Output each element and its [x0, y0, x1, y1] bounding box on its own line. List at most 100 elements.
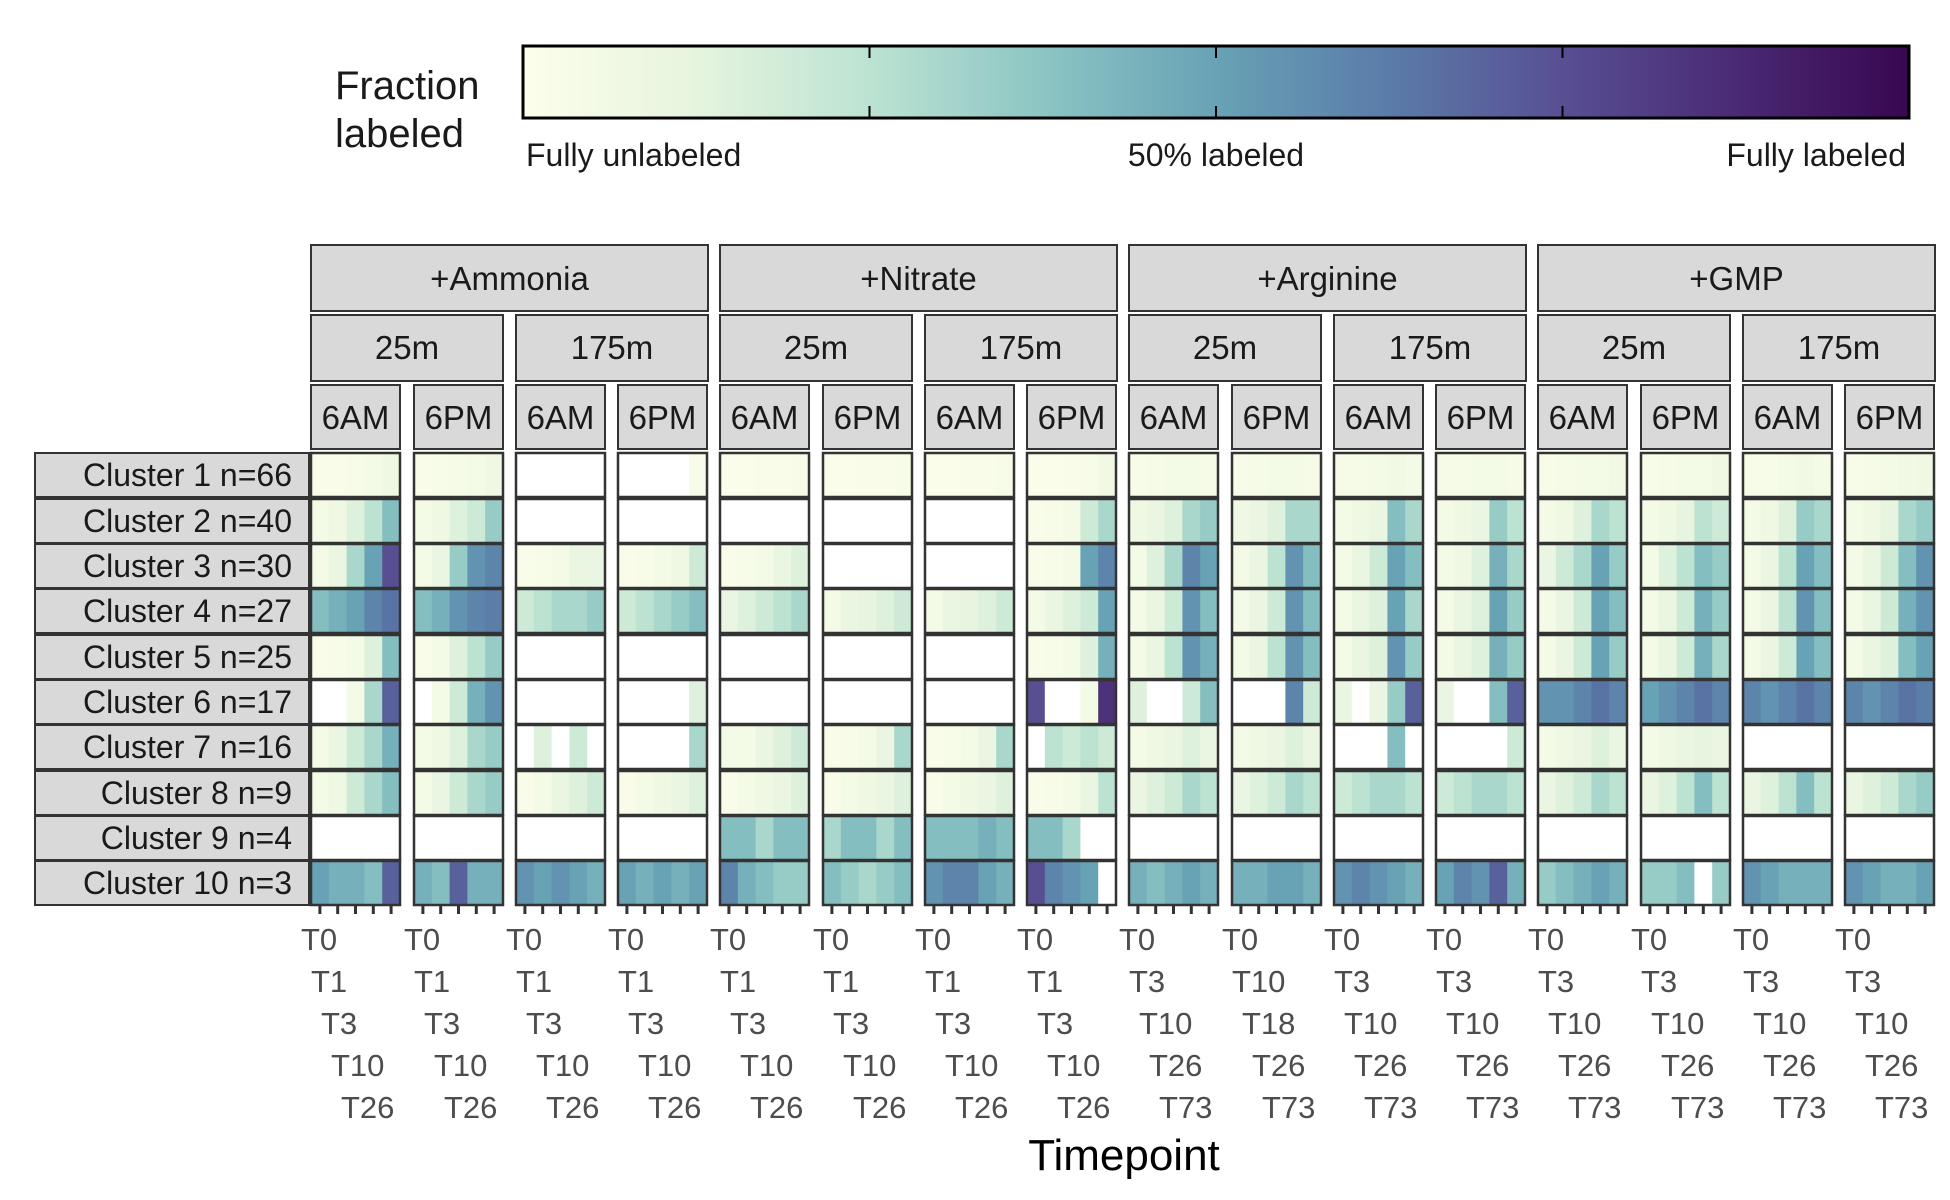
heatmap-cell [587, 771, 606, 815]
heatmap-cell [978, 499, 997, 543]
heatmap-cell [1285, 635, 1304, 679]
heatmap-cell [1898, 453, 1917, 497]
heatmap-cell [1267, 499, 1286, 543]
x-tick-label: T26 [955, 1090, 1008, 1125]
heatmap-cell [1778, 635, 1797, 679]
heatmap-cell [1796, 635, 1815, 679]
heatmap-cell [1658, 499, 1678, 543]
heatmap-cell [1694, 861, 1713, 905]
heatmap-cell [978, 816, 997, 860]
heatmap-cell [449, 725, 468, 769]
heatmap-cell [1200, 544, 1219, 588]
heatmap-cell [311, 861, 330, 905]
heatmap-cell [894, 725, 913, 769]
heatmap-cell [1573, 861, 1592, 905]
heatmap-cell [1334, 635, 1353, 679]
heatmap-cell [689, 635, 708, 679]
heatmap-cell [1232, 771, 1251, 815]
heatmap-cell [773, 680, 792, 724]
heatmap-cell [1098, 725, 1117, 769]
heatmap-cell [1743, 680, 1762, 724]
heatmap-cell [1880, 453, 1899, 497]
heatmap-cell [960, 680, 979, 724]
heatmap-cell [1658, 771, 1678, 815]
heatmap-cell [1062, 589, 1081, 633]
heatmap-cell [858, 499, 877, 543]
heatmap-cell [1880, 816, 1899, 860]
heatmap-cell [1232, 680, 1251, 724]
heatmap-cell [1862, 589, 1882, 633]
heatmap-cell [551, 816, 570, 860]
x-tick-label: T73 [1671, 1090, 1724, 1125]
heatmap-cell [1796, 816, 1815, 860]
heatmap-cell [635, 499, 655, 543]
substrate-label: +Nitrate [860, 260, 976, 297]
x-tick-label: T26 [1149, 1048, 1202, 1083]
heatmap-cell [1146, 499, 1166, 543]
heatmap-cell [858, 680, 877, 724]
heatmap-cell [925, 453, 944, 497]
heatmap-cell [449, 816, 468, 860]
x-tick-label: T3 [526, 1006, 562, 1041]
x-tick-label: T26 [1354, 1048, 1407, 1083]
heatmap-cell [1507, 725, 1526, 769]
heatmap-cell [1538, 544, 1557, 588]
heatmap-cell [1796, 861, 1815, 905]
heatmap-cell [755, 635, 774, 679]
heatmap-cell [653, 861, 672, 905]
cluster-label: Cluster 8 n=9 [101, 775, 292, 811]
heatmap-cell [1027, 635, 1046, 679]
heatmap-cell [618, 680, 637, 724]
cluster-label: Cluster 5 n=25 [83, 639, 292, 675]
heatmap-cell [1062, 725, 1081, 769]
heatmap-cell [311, 453, 330, 497]
heatmap-cell [346, 635, 365, 679]
heatmap-cell [1369, 771, 1388, 815]
heatmap-cell [1880, 544, 1899, 588]
heatmap-cell [1507, 635, 1526, 679]
heatmap-cell [925, 544, 944, 588]
panel-border [1332, 723, 1425, 771]
heatmap-cell [1267, 861, 1286, 905]
heatmap-cell [1027, 680, 1046, 724]
heatmap-cell [1405, 816, 1424, 860]
depth-strip [1333, 314, 1527, 382]
heatmap-cell [791, 453, 810, 497]
heatmap-cell [689, 680, 708, 724]
heatmap-cell [840, 499, 860, 543]
heatmap-cell [925, 816, 944, 860]
heatmap-cell [1080, 725, 1099, 769]
heatmap-cell [569, 861, 588, 905]
heatmap-cell [1182, 499, 1201, 543]
heatmap-cell [1778, 453, 1797, 497]
heatmap-cell [1129, 589, 1148, 633]
cluster-strip [34, 679, 310, 725]
x-tick-label: T1 [823, 964, 859, 999]
heatmap-cell [823, 589, 842, 633]
heatmap-cell [1285, 816, 1304, 860]
heatmap-cell [1303, 589, 1322, 633]
heatmap-cell [467, 816, 486, 860]
heatmap-cell [1200, 499, 1219, 543]
heatmap-cell [516, 725, 535, 769]
heatmap-cell [1027, 589, 1046, 633]
heatmap-cell [1916, 861, 1935, 905]
heatmap-cell [1694, 589, 1713, 633]
time-of-day-strip [413, 384, 504, 450]
heatmap-cell [876, 499, 895, 543]
heatmap-cell [1080, 771, 1099, 815]
heatmap-cell [533, 544, 553, 588]
heatmap-cell [1405, 453, 1424, 497]
heatmap-cell [1405, 499, 1424, 543]
heatmap-cell [791, 861, 810, 905]
heatmap-cell [1453, 499, 1473, 543]
depth-strips: 25m 175m 25m 175m 25m 175m 25m 175m [310, 314, 1936, 382]
heatmap-cell [1555, 861, 1575, 905]
heatmap-cell [1676, 544, 1695, 588]
heatmap-cell [587, 453, 606, 497]
heatmap-cell [1507, 771, 1526, 815]
heatmap-cell [533, 861, 553, 905]
heatmap-cell [1712, 453, 1731, 497]
heatmap-cell [1436, 589, 1455, 633]
heatmap-cell [1916, 680, 1935, 724]
